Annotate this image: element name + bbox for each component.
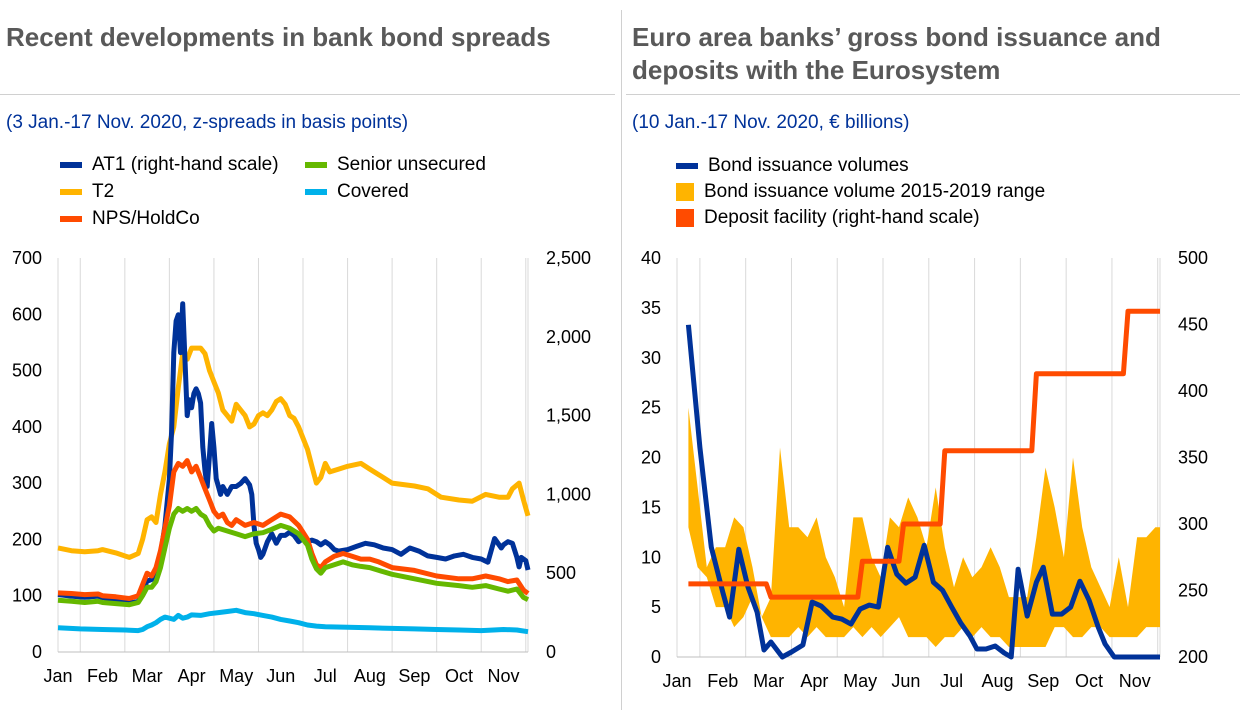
legend-swatch-deposit bbox=[676, 208, 694, 227]
right-chart-x-tick-label-jul: Jul bbox=[940, 671, 963, 691]
legend-label-range: Bond issuance volume 2015-2019 range bbox=[704, 181, 1046, 202]
legend-item-t2: T2 bbox=[60, 181, 114, 203]
left-chart-y2-tick-label: 2,500 bbox=[546, 248, 591, 268]
left-chart-series-senior-unsecured bbox=[57, 506, 530, 608]
right-chart-x-tick-label-jan: Jan bbox=[662, 671, 691, 691]
legend-swatch-issuance bbox=[676, 162, 698, 169]
left-chart-x-tick-label-apr: Apr bbox=[178, 666, 206, 686]
right-chart-x-tick-label-aug: Aug bbox=[981, 671, 1013, 691]
legend-item-senior: Senior unsecured bbox=[305, 154, 486, 176]
legend-item-range: Bond issuance volume 2015-2019 range bbox=[676, 181, 1045, 203]
left-chart-y-tick-label: 600 bbox=[12, 304, 42, 324]
right-chart-y-tick-label: 20 bbox=[641, 448, 661, 468]
legend-swatch-nps bbox=[60, 215, 82, 222]
legend-item-at1: AT1 (right-hand scale) bbox=[60, 154, 279, 176]
right-title-rule bbox=[626, 94, 1240, 95]
left-chart-y-tick-label: 100 bbox=[12, 586, 42, 606]
left-chart-x-tick-label-jan: Jan bbox=[43, 666, 72, 686]
left-spreads-chart: 0 100 200 300 400 500 600 700 0 500 1,000 1,500 2,00… bbox=[12, 248, 591, 686]
legend-swatch-t2 bbox=[60, 188, 82, 195]
left-chart-series-t2 bbox=[57, 345, 531, 560]
right-chart-y-tick-label: 0 bbox=[651, 647, 661, 667]
legend-item-nps: NPS/HoldCo bbox=[60, 208, 200, 230]
right-chart-x-tick-label-mar: Mar bbox=[753, 671, 784, 691]
right-issuance-chart: 0 5 10 15 20 25 30 35 40 200 250 300 350 400 450 500 Jan… bbox=[641, 248, 1208, 691]
left-chart-x-tick-label-may: May bbox=[219, 666, 253, 686]
left-chart-x-tick-label-mar: Mar bbox=[132, 666, 163, 686]
right-chart-x-tick-label-sep: Sep bbox=[1027, 671, 1059, 691]
left-chart-series-at1-right-hand-scale bbox=[57, 301, 531, 606]
legend-label-t2: T2 bbox=[92, 181, 115, 202]
left-chart-y-tick-label: 700 bbox=[12, 248, 42, 268]
left-title-rule bbox=[0, 94, 615, 95]
right-chart-series-bond-issuance-volumes bbox=[685, 324, 1160, 660]
right-chart-y-tick-label: 30 bbox=[641, 348, 661, 368]
legend-label-nps: NPS/HoldCo bbox=[92, 208, 200, 229]
legend-item-issuance: Bond issuance volumes bbox=[676, 155, 909, 177]
right-chart-range-band bbox=[688, 407, 1160, 647]
left-chart-y2-tick-label: 1,500 bbox=[546, 406, 591, 426]
right-chart-x-tick-label-jun: Jun bbox=[891, 671, 920, 691]
left-chart-y-tick-label: 300 bbox=[12, 473, 42, 493]
legend-swatch-covered bbox=[305, 188, 327, 195]
right-chart-y-tick-label: 25 bbox=[641, 398, 661, 418]
legend-item-covered: Covered bbox=[305, 181, 409, 203]
left-chart-y2-tick-label: 500 bbox=[546, 563, 576, 583]
right-chart-series-deposit-facility-right-hand-scale bbox=[688, 308, 1160, 600]
right-chart-x-tick-label-feb: Feb bbox=[707, 671, 738, 691]
left-chart-y2-tick-label: 0 bbox=[546, 642, 556, 662]
right-chart-y2-tick-label: 200 bbox=[1178, 647, 1208, 667]
right-chart-subtitle: (10 Jan.-17 Nov. 2020, € billions) bbox=[632, 112, 910, 133]
left-chart-x-tick-label-aug: Aug bbox=[354, 666, 386, 686]
left-chart-series-covered bbox=[57, 607, 529, 635]
right-chart-y-tick-label: 35 bbox=[641, 298, 661, 318]
right-chart-y2-tick-label: 250 bbox=[1178, 581, 1208, 601]
legend-item-deposit: Deposit facility (right-hand scale) bbox=[676, 207, 980, 229]
right-chart-y-tick-label: 5 bbox=[651, 597, 661, 617]
right-chart-title-line1: Euro area banks’ gross bond issuance and bbox=[632, 22, 1161, 52]
legend-label-at1: AT1 (right-hand scale) bbox=[92, 154, 279, 175]
legend-swatch-at1 bbox=[60, 161, 82, 168]
right-chart-title-line2: deposits with the Eurosystem bbox=[632, 55, 1001, 85]
left-chart-x-tick-label-sep: Sep bbox=[398, 666, 430, 686]
right-chart-y2-tick-label: 350 bbox=[1178, 448, 1208, 468]
legend-label-covered: Covered bbox=[337, 181, 409, 202]
right-chart-x-tick-label-may: May bbox=[843, 671, 877, 691]
left-chart-y-tick-label: 500 bbox=[12, 361, 42, 381]
left-chart-x-tick-label-jul: Jul bbox=[314, 666, 337, 686]
right-chart-x-tick-label-apr: Apr bbox=[800, 671, 828, 691]
right-chart-y-tick-label: 15 bbox=[641, 497, 661, 517]
right-chart-y2-tick-label: 500 bbox=[1178, 248, 1208, 268]
left-chart-series-nps-holdco bbox=[57, 458, 530, 601]
legend-label-issuance: Bond issuance volumes bbox=[708, 155, 909, 176]
panel-separator bbox=[621, 10, 622, 710]
left-chart-y2-tick-label: 2,000 bbox=[546, 327, 591, 347]
left-chart-y2-tick-label: 1,000 bbox=[546, 484, 591, 504]
right-chart-x-tick-label-nov: Nov bbox=[1119, 671, 1151, 691]
right-chart-y2-tick-label: 300 bbox=[1178, 514, 1208, 534]
legend-swatch-senior bbox=[305, 161, 327, 168]
left-chart-x-tick-label-jun: Jun bbox=[266, 666, 295, 686]
left-chart-y-tick-label: 0 bbox=[32, 642, 42, 662]
right-chart-y2-tick-label: 400 bbox=[1178, 381, 1208, 401]
legend-label-senior: Senior unsecured bbox=[337, 154, 486, 175]
right-chart-y-tick-label: 10 bbox=[641, 547, 661, 567]
left-chart-title: Recent developments in bank bond spreads bbox=[6, 22, 551, 52]
left-chart-y-tick-label: 200 bbox=[12, 529, 42, 549]
legend-swatch-range bbox=[676, 182, 694, 201]
left-chart-y-tick-label: 400 bbox=[12, 417, 42, 437]
legend-label-deposit: Deposit facility (right-hand scale) bbox=[704, 207, 980, 228]
right-chart-y2-tick-label: 450 bbox=[1178, 315, 1208, 335]
left-chart-x-tick-label-feb: Feb bbox=[87, 666, 118, 686]
right-chart-y-tick-label: 40 bbox=[641, 248, 661, 268]
left-chart-x-tick-label-nov: Nov bbox=[487, 666, 519, 686]
left-chart-subtitle: (3 Jan.-17 Nov. 2020, z-spreads in basis… bbox=[6, 112, 409, 133]
left-chart-x-tick-label-oct: Oct bbox=[445, 666, 473, 686]
right-chart-x-tick-label-oct: Oct bbox=[1075, 671, 1103, 691]
